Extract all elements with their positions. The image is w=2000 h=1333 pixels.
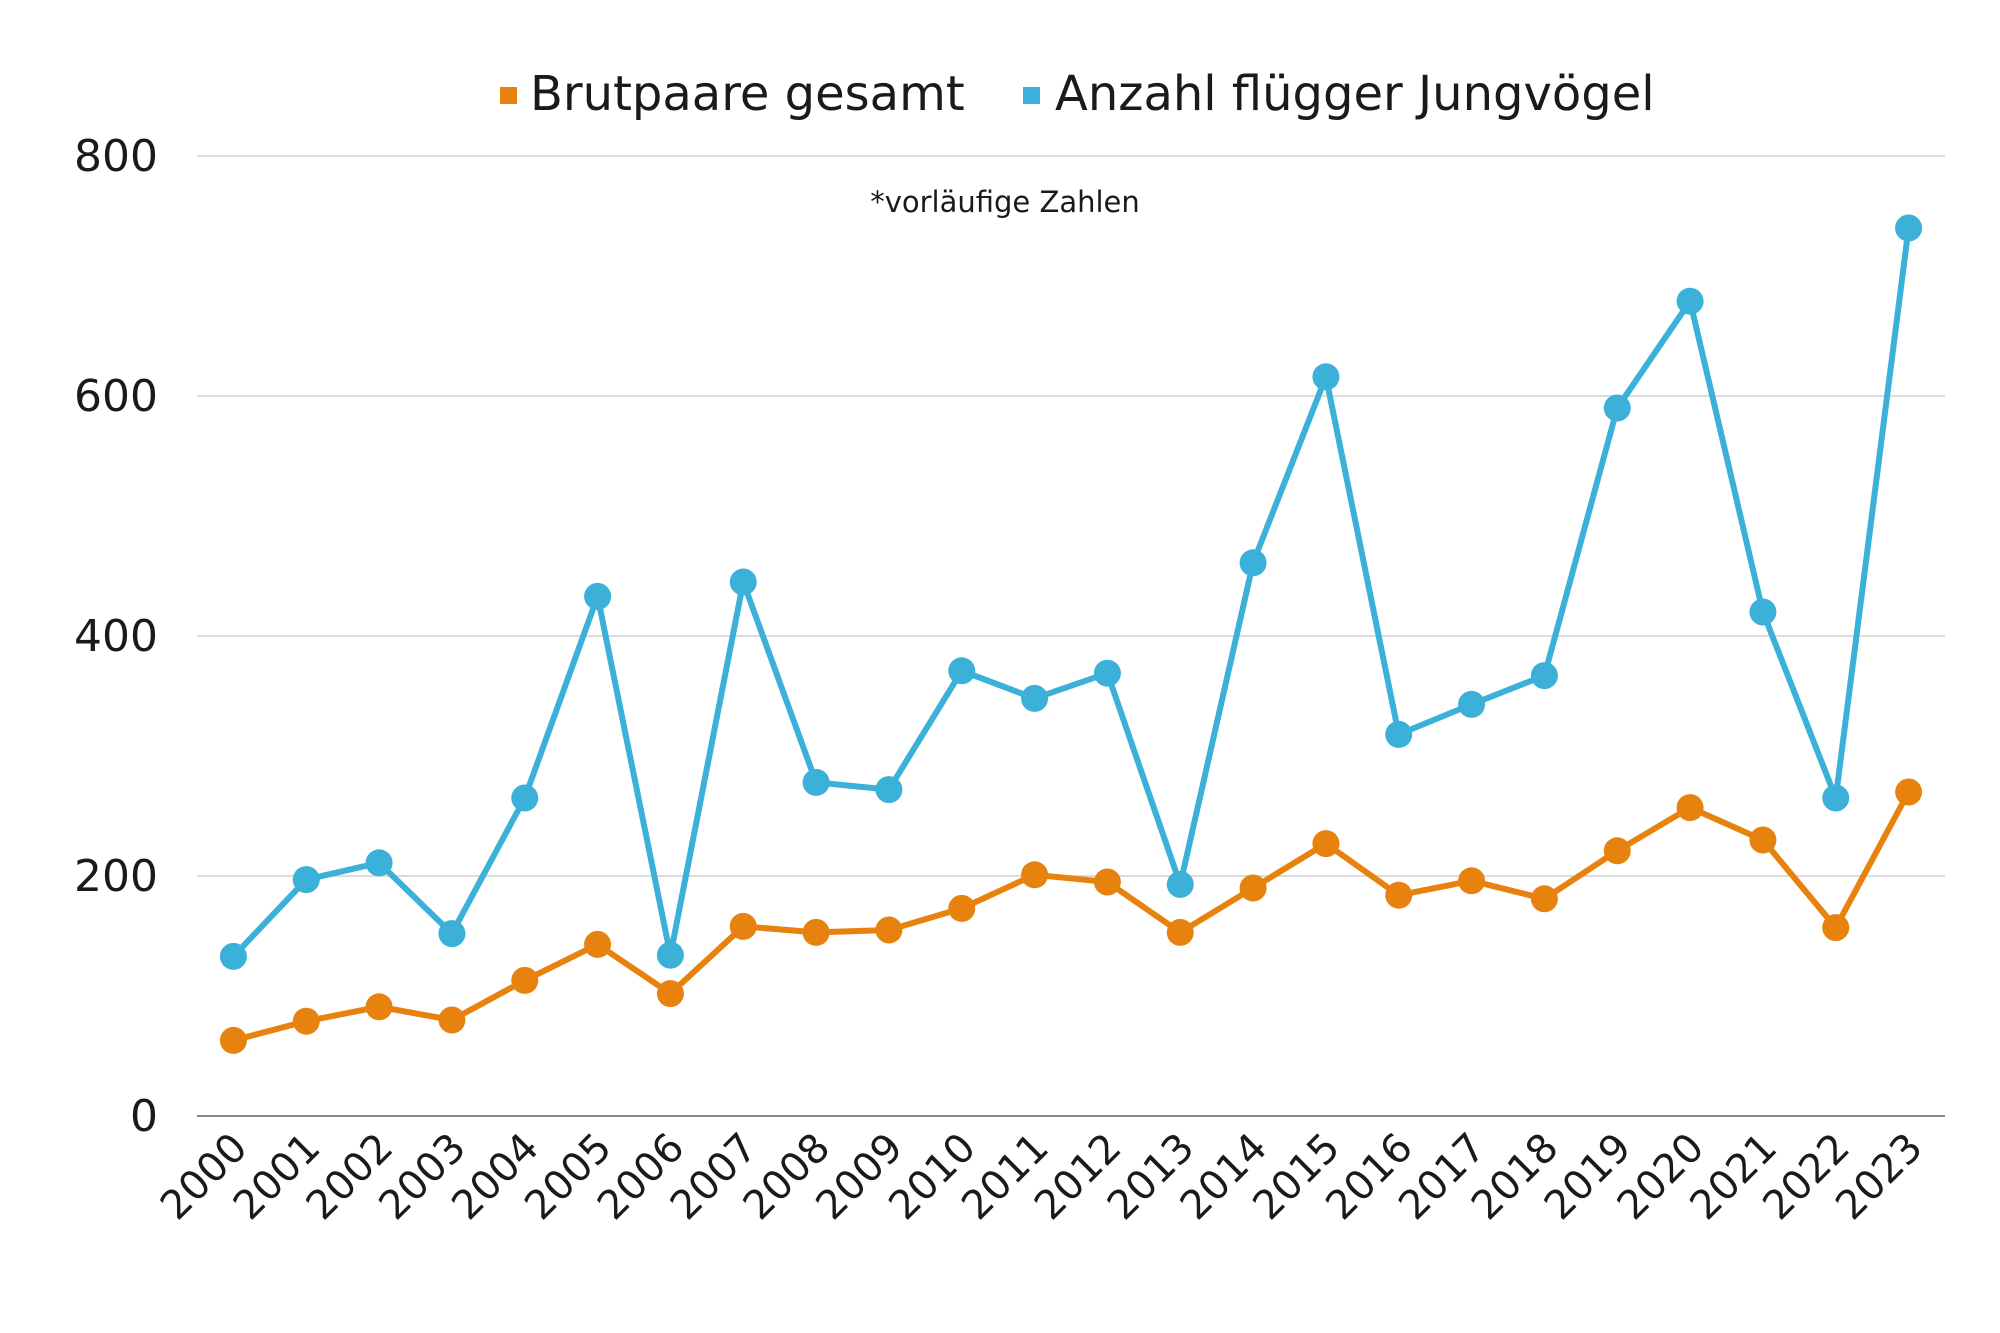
legend-label: Anzahl flügger Jungvögel <box>1055 66 1655 122</box>
legend: Brutpaare gesamt Anzahl flügger Jungvögel <box>500 66 1655 122</box>
data-point <box>1603 394 1631 422</box>
legend-label: Brutpaare gesamt <box>530 66 965 122</box>
data-point <box>584 930 612 958</box>
data-point <box>1239 549 1267 577</box>
gridlines <box>197 155 1945 1117</box>
data-point <box>438 920 466 948</box>
data-point <box>1822 914 1850 942</box>
data-point <box>438 1006 466 1034</box>
series-2 <box>219 214 1923 970</box>
data-point <box>1385 720 1413 748</box>
data-point <box>1530 662 1558 690</box>
data-point <box>1312 363 1340 391</box>
data-point <box>584 582 612 610</box>
data-point <box>1676 287 1704 315</box>
data-point <box>948 894 976 922</box>
data-point <box>1603 837 1631 865</box>
y-axis-ticks: 0 200 400 600 800 <box>74 131 158 1142</box>
data-point <box>1749 598 1777 626</box>
series-line <box>230 225 1912 960</box>
data-point <box>1458 867 1486 895</box>
data-point <box>1093 868 1121 896</box>
data-point <box>1749 826 1777 854</box>
data-point <box>1895 214 1923 242</box>
data-point <box>1166 870 1194 898</box>
data-point <box>656 980 684 1008</box>
data-point <box>948 657 976 685</box>
y-tick-label: 400 <box>74 611 158 662</box>
data-point <box>365 849 393 877</box>
series-lines <box>219 214 1923 1054</box>
data-point <box>802 918 830 946</box>
legend-swatch <box>500 87 517 104</box>
data-point <box>292 866 320 894</box>
data-point <box>1021 684 1049 712</box>
data-point <box>1093 659 1121 687</box>
legend-item: Anzahl flügger Jungvögel <box>1023 66 1655 122</box>
series-1 <box>219 778 1923 1054</box>
y-tick-label: 800 <box>74 131 158 182</box>
series-line <box>230 789 1912 1044</box>
data-point <box>875 776 903 804</box>
data-point <box>511 966 539 994</box>
legend-swatch <box>1023 87 1040 104</box>
data-point <box>729 912 757 940</box>
data-point <box>1822 784 1850 812</box>
data-point <box>802 768 830 796</box>
data-point <box>1676 794 1704 822</box>
data-point <box>1385 881 1413 909</box>
data-point <box>1166 918 1194 946</box>
annotation-preliminary-note: *vorläufige Zahlen <box>870 185 1140 219</box>
data-point <box>292 1007 320 1035</box>
x-tick-label: 2023 <box>1827 1125 1932 1230</box>
x-axis-ticks: 2000200120022003200420052006200720082009… <box>152 1125 1932 1230</box>
y-tick-label: 600 <box>74 371 158 422</box>
data-point <box>1895 778 1923 806</box>
data-point <box>1312 830 1340 858</box>
legend-item: Brutpaare gesamt <box>500 66 965 122</box>
data-point <box>1021 861 1049 889</box>
data-point <box>656 941 684 969</box>
data-point <box>1239 874 1267 902</box>
data-point <box>729 568 757 596</box>
data-point <box>219 942 247 970</box>
data-point <box>365 993 393 1021</box>
data-point <box>875 916 903 944</box>
data-point <box>1458 690 1486 718</box>
y-tick-label: 0 <box>130 1091 158 1142</box>
data-point <box>219 1026 247 1054</box>
data-point <box>1530 885 1558 913</box>
y-tick-label: 200 <box>74 851 158 902</box>
data-point <box>511 784 539 812</box>
